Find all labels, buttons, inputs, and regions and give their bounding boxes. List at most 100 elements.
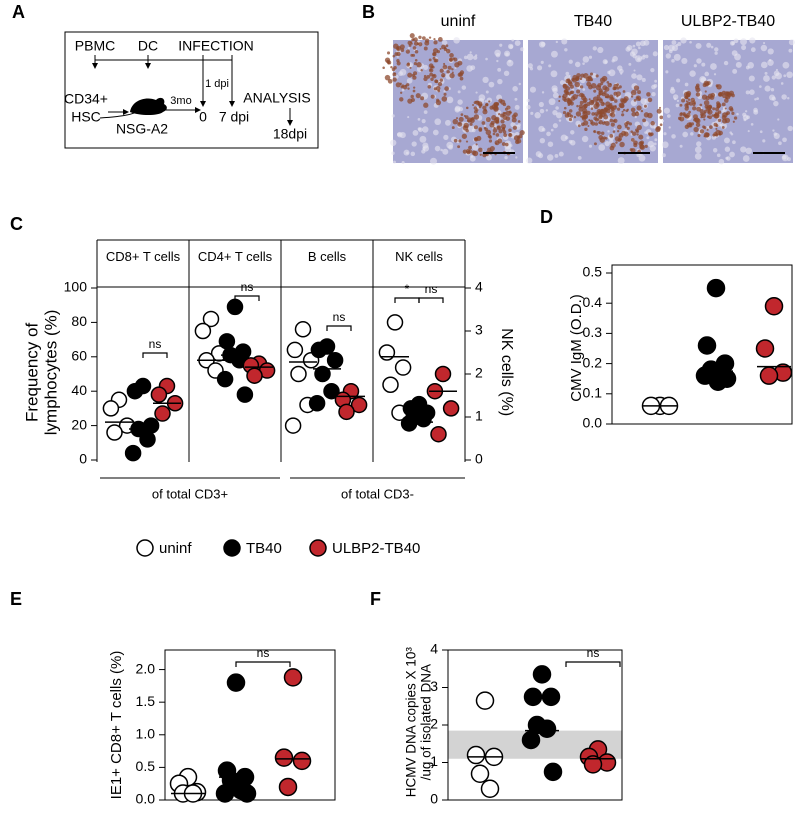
texture: [546, 154, 554, 161]
texture: [668, 126, 671, 129]
texture: [584, 127, 588, 132]
texture: [514, 97, 518, 101]
texture: [596, 98, 600, 101]
texture: [633, 85, 640, 91]
texture: [475, 91, 478, 94]
texture: [583, 111, 586, 114]
texture: [679, 112, 683, 117]
texture: [595, 113, 599, 117]
texture: [497, 67, 502, 72]
texture: [710, 63, 717, 70]
group-label: of total CD3-: [341, 486, 414, 501]
texture: [582, 104, 587, 110]
texture: [616, 91, 621, 97]
texture: [445, 48, 451, 54]
texture: [609, 118, 614, 123]
texture: [466, 53, 474, 61]
texture: [573, 116, 577, 119]
diagram-frame: [64, 31, 319, 149]
texture: [747, 130, 750, 133]
texture: [723, 137, 730, 144]
texture: [762, 139, 766, 143]
texture: [715, 133, 719, 137]
texture: [546, 131, 551, 137]
texture: [530, 111, 534, 115]
texture: [468, 145, 472, 150]
texture: [570, 96, 576, 101]
category-header: CD8+ T cells: [105, 249, 181, 264]
significance-bracket: [326, 325, 352, 331]
texture: [443, 92, 447, 96]
texture: [688, 101, 693, 106]
data-point: [382, 376, 399, 393]
texture: [509, 144, 513, 148]
texture: [479, 153, 482, 156]
texture: [742, 155, 750, 162]
texture: [409, 33, 415, 39]
diagram-label: 7 dpi: [219, 109, 249, 125]
texture: [706, 115, 710, 119]
texture: [638, 134, 644, 140]
panel-letter: B: [362, 2, 375, 22]
texture: [717, 118, 722, 123]
texture: [395, 82, 401, 88]
texture: [433, 37, 436, 41]
texture: [643, 39, 650, 46]
texture: [445, 44, 449, 48]
data-point: [226, 673, 246, 692]
texture: [386, 51, 391, 55]
texture: [485, 117, 491, 123]
texture: [718, 92, 723, 97]
texture: [539, 138, 546, 144]
texture: [538, 41, 546, 48]
texture: [502, 111, 505, 115]
panel-letter: F: [370, 589, 381, 609]
data-point: [294, 321, 312, 338]
significance-label: ns: [587, 646, 600, 660]
texture: [430, 157, 438, 165]
texture: [418, 42, 423, 47]
texture: [559, 80, 565, 85]
texture: [555, 106, 559, 110]
texture: [475, 54, 478, 57]
texture: [600, 98, 603, 101]
data-point: [480, 779, 500, 798]
texture: [504, 142, 509, 147]
texture: [451, 68, 454, 71]
texture: [696, 58, 702, 64]
texture: [384, 74, 391, 81]
texture: [610, 142, 616, 148]
texture: [593, 103, 599, 110]
data-point: [434, 365, 452, 383]
texture: [638, 46, 641, 50]
texture: [439, 47, 442, 50]
significance-label: ns: [425, 282, 438, 296]
texture: [443, 134, 449, 141]
texture: [439, 78, 443, 82]
category-header: B cells: [307, 249, 347, 264]
texture: [552, 87, 558, 94]
texture: [607, 130, 610, 133]
y-tick-label: 40: [71, 382, 87, 398]
texture: [665, 53, 672, 59]
texture: [704, 90, 707, 93]
y-tick-label: 2.0: [136, 660, 156, 676]
texture: [693, 126, 699, 133]
texture: [621, 110, 624, 113]
texture: [430, 77, 434, 81]
tail: [99, 111, 137, 119]
texture: [621, 113, 625, 117]
legend-label: TB40: [246, 540, 282, 557]
texture: [566, 78, 571, 82]
texture: [663, 107, 670, 114]
texture: [589, 119, 594, 123]
diagram-label: INFECTION: [178, 38, 253, 54]
category-header: CD4+ T cells: [197, 249, 273, 264]
data-point: [150, 386, 168, 403]
texture: [534, 112, 541, 119]
texture: [606, 95, 610, 99]
texture: [695, 83, 700, 88]
data-point: [415, 410, 432, 428]
y-tick-label: 80: [71, 313, 87, 329]
y-tick-label: 4: [475, 279, 483, 295]
